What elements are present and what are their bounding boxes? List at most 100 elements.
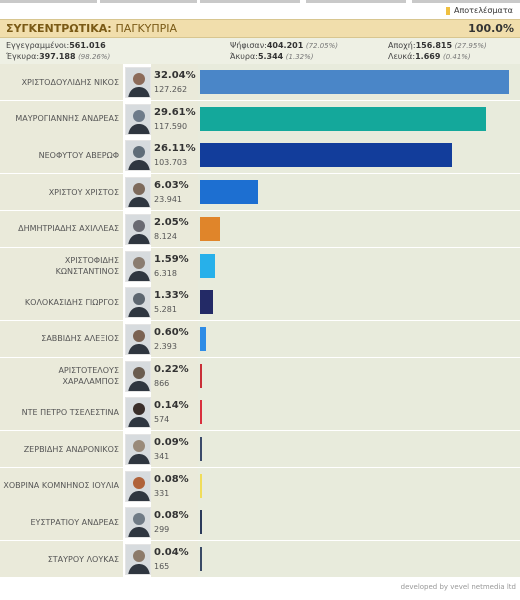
votes-label: 23.941	[154, 195, 182, 205]
candidate-values: 26.11% 103.703	[151, 137, 198, 174]
percent-label: 1.59%	[154, 253, 189, 265]
candidate-name-cell: ΝΕΟΦΥΤΟΥ ΑΒΕΡΩΦ	[0, 137, 123, 174]
candidate-name-cell: ΕΥΣΤΡΑΤΙΟΥ ΑΝΔΡΕΑΣ	[0, 504, 123, 541]
percent-label: 0.22%	[154, 363, 189, 375]
result-bar	[200, 363, 203, 388]
candidate-photo	[125, 323, 151, 355]
candidate-row: ΣΤΑΥΡΟΥ ΛΟΥΚΑΣ 0.04% 165	[0, 541, 520, 579]
bar-track	[198, 210, 520, 247]
candidate-name: ΝΤΕ ΠΕΤΡΟ ΤΣΕΛΕΣΤΙΝΑ	[21, 407, 119, 417]
candidate-row: ΔΗΜΗΤΡΙΑΔΗΣ ΑΧΙΛΛΕΑΣ 2.05% 8.124	[0, 210, 520, 248]
portrait-icon	[126, 68, 150, 97]
result-bar	[200, 253, 216, 278]
footer-credit: developed by vevel netmedia ltd	[400, 583, 516, 591]
percent-label: 2.05%	[154, 216, 189, 228]
percent-label: 0.04%	[154, 547, 189, 559]
candidate-name-cell: ΝΤΕ ΠΕΤΡΟ ΤΣΕΛΕΣΤΙΝΑ	[0, 394, 123, 431]
votes-label: 103.703	[154, 158, 188, 168]
candidate-row: ΝΕΟΦΥΤΟΥ ΑΒΕΡΩΦ 26.11% 103.703	[0, 137, 520, 175]
result-bar	[200, 437, 202, 461]
counted-percent: 100.0%	[468, 22, 514, 35]
candidate-photo	[125, 397, 151, 429]
candidate-name: ΧΡΙΣΤΟΥ ΧΡΙΣΤΟΣ	[48, 187, 119, 197]
bar-track	[198, 394, 520, 431]
bar-track	[198, 541, 520, 578]
candidate-name: ΣΑΒΒΙΔΗΣ ΑΛΕΞΙΟΣ	[41, 334, 119, 344]
portrait-icon	[126, 398, 150, 428]
candidate-values: 2.05% 8.124	[151, 210, 198, 247]
candidate-values: 0.08% 331	[151, 467, 198, 504]
candidate-name-cell: ΔΗΜΗΤΡΙΑΔΗΣ ΑΧΙΛΛΕΑΣ	[0, 210, 123, 247]
candidate-name-cell: ΜΑΥΡΟΓΙΑΝΝΗΣ ΑΝΔΡΕΑΣ	[0, 100, 123, 137]
candidate-name: ΚΟΛΟΚΑΣΙΔΗΣ ΓΙΩΡΓΟΣ	[24, 297, 119, 307]
percent-label: 1.33%	[154, 290, 189, 302]
portrait-icon	[126, 471, 150, 501]
candidate-name-cell: ΧΡΙΣΤΟΦΙΔΗΣ ΚΩΝΣΤΑΝΤΙΝΟΣ	[0, 247, 123, 284]
portrait-icon	[126, 324, 150, 354]
candidate-photo	[125, 287, 151, 319]
results-tab[interactable]: Αποτελέσματα	[444, 4, 520, 18]
portrait-icon	[126, 251, 150, 281]
votes-label: 341	[154, 452, 170, 461]
percent-label: 0.09%	[154, 437, 189, 448]
candidate-photo	[125, 213, 151, 245]
result-bar	[200, 326, 206, 351]
candidate-row: ΧΟΒΡΙΝΑ ΚΟΜΝΗΝΟΣ ΙΟΥΛΙΑ 0.08% 331	[0, 467, 520, 505]
portrait-icon	[126, 178, 150, 208]
votes-label: 866	[154, 378, 170, 388]
candidate-values: 0.60% 2.393	[151, 320, 198, 357]
candidate-photo	[125, 103, 151, 135]
candidate-row: ΕΥΣΤΡΑΤΙΟΥ ΑΝΔΡΕΑΣ 0.08% 299	[0, 504, 520, 542]
valid-stat: Έγκυρα:397.188 (98.26%)	[6, 52, 111, 61]
invalid-stat: Άκυρα:5.344 (1.32%)	[230, 52, 314, 61]
candidate-name-cell: ΣΤΑΥΡΟΥ ΛΟΥΚΑΣ	[0, 541, 123, 578]
bar-track	[198, 247, 520, 284]
portrait-icon	[126, 361, 150, 391]
bar-track	[198, 320, 520, 357]
percent-label: 29.61%	[154, 106, 196, 118]
result-bar	[200, 510, 202, 535]
bar-track	[198, 357, 520, 394]
candidate-name: ΕΥΣΤΡΑΤΙΟΥ ΑΝΔΡΕΑΣ	[30, 517, 120, 527]
region-label: ΠΑΓΚΥΠΡΙΑ	[115, 22, 178, 35]
candidate-values: 0.22% 866	[151, 357, 198, 394]
portrait-icon	[126, 545, 150, 575]
candidate-values: 1.59% 6.318	[151, 247, 198, 284]
result-bar	[200, 106, 486, 131]
candidate-name-cell: ΑΡΙΣΤΟΤΕΛΟΥΣ ΧΑΡΑΛΑΜΠΟΣ	[0, 357, 123, 394]
result-bar	[200, 547, 202, 572]
result-bar	[200, 400, 202, 425]
percent-label: 26.11%	[154, 143, 196, 155]
stats-panel: Εγγεγραμμένοι:561.016 Ψήφισαν:404.201 (7…	[0, 38, 520, 64]
candidate-values: 29.61% 117.590	[151, 100, 198, 137]
result-bar	[200, 216, 220, 241]
candidate-row: ΝΤΕ ΠΕΤΡΟ ΤΣΕΛΕΣΤΙΝΑ 0.14% 574	[0, 394, 520, 432]
page-title: ΣΥΓΚΕΝΤΡΩΤΙΚΑ: ΠΑΓΚΥΠΡΙΑ	[6, 22, 178, 35]
percent-label: 0.08%	[154, 510, 189, 522]
candidate-row: ΖΕΡΒΙΔΗΣ ΑΝΔΡΟΝΙΚΟΣ 0.09% 341	[0, 431, 520, 468]
candidate-name-cell: ΖΕΡΒΙΔΗΣ ΑΝΔΡΟΝΙΚΟΣ	[0, 431, 123, 467]
voted-stat: Ψήφισαν:404.201 (72.05%)	[230, 41, 338, 50]
candidate-photo	[125, 507, 151, 539]
candidate-name: ΖΕΡΒΙΔΗΣ ΑΝΔΡΟΝΙΚΟΣ	[23, 444, 119, 454]
candidate-name-cell: ΧΟΒΡΙΝΑ ΚΟΜΝΗΝΟΣ ΙΟΥΛΙΑ	[0, 467, 123, 504]
votes-label: 127.262	[154, 85, 188, 94]
candidate-photo	[125, 67, 151, 98]
percent-label: 0.08%	[154, 473, 189, 485]
votes-label: 117.590	[154, 121, 188, 131]
candidate-row: ΧΡΙΣΤΟΦΙΔΗΣ ΚΩΝΣΤΑΝΤΙΝΟΣ 1.59% 6.318	[0, 247, 520, 285]
portrait-icon	[126, 141, 150, 171]
candidate-values: 32.04% 127.262	[151, 64, 198, 100]
candidate-row: ΧΡΙΣΤΟΔΟΥΛΙΔΗΣ ΝΙΚΟΣ 32.04% 127.262	[0, 64, 520, 101]
candidate-photo	[125, 434, 151, 465]
result-bar	[200, 143, 452, 168]
candidate-values: 0.04% 165	[151, 541, 198, 578]
votes-label: 5.281	[154, 305, 177, 315]
candidate-name-cell: ΧΡΙΣΤΟΥ ΧΡΙΣΤΟΣ	[0, 174, 123, 211]
footer: developed by vevel netmedia ltd	[0, 578, 520, 600]
candidate-row: ΣΑΒΒΙΔΗΣ ΑΛΕΞΙΟΣ 0.60% 2.393	[0, 320, 520, 358]
portrait-icon	[126, 104, 150, 134]
candidate-name-cell: ΧΡΙΣΤΟΔΟΥΛΙΔΗΣ ΝΙΚΟΣ	[0, 64, 123, 100]
candidate-name: ΣΤΑΥΡΟΥ ΛΟΥΚΑΣ	[47, 554, 119, 564]
candidate-name: ΧΡΙΣΤΟΔΟΥΛΙΔΗΣ ΝΙΚΟΣ	[21, 77, 119, 87]
